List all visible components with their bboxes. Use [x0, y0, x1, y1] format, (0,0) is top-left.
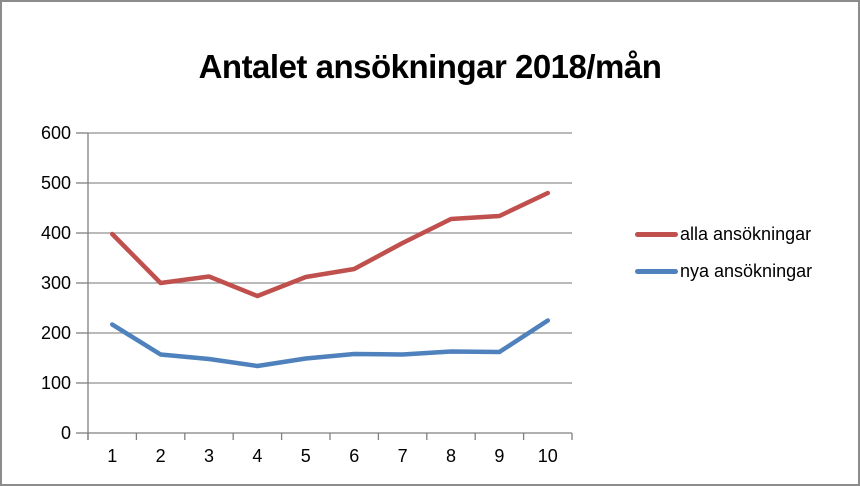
legend-item-nya-ansokningar: nya ansökningar [635, 259, 812, 284]
x-tick-label: 3 [204, 446, 214, 466]
chart-title: Antalet ansökningar 2018/mån [198, 48, 662, 85]
y-tick-label: 400 [41, 223, 71, 243]
x-tick-label: 1 [107, 446, 117, 466]
y-tick-label: 500 [41, 173, 71, 193]
x-tick-label: 10 [538, 446, 558, 466]
y-tick-label: 200 [41, 323, 71, 343]
series-line-alla-ansokningar [109, 190, 551, 299]
series-line-nya-ansokningar [109, 318, 551, 369]
x-tick-label: 2 [156, 446, 166, 466]
legend-label-nya-ansokningar: nya ansökningar [680, 261, 813, 281]
x-tick-label: 4 [252, 446, 262, 466]
x-tick-label: 6 [349, 446, 359, 466]
y-tick-label: 100 [41, 373, 71, 393]
x-tick-label: 5 [301, 446, 311, 466]
x-tick-label: 7 [398, 446, 408, 466]
legend-label-alla-ansokningar: alla ansökningar [680, 224, 812, 244]
x-tick-label: 9 [494, 446, 504, 466]
legend-item-alla-ansokningar: alla ansökningar [635, 222, 812, 247]
legend: alla ansökningar nya ansökningar [635, 222, 812, 296]
y-tick-label: 300 [41, 273, 71, 293]
x-tick-label: 8 [446, 446, 456, 466]
legend-swatch-alla-ansokningar-line [635, 232, 678, 237]
y-tick-label: 600 [41, 123, 71, 143]
y-tick-label: 0 [61, 423, 71, 443]
legend-swatch-nya-ansokningar-line [635, 269, 678, 274]
